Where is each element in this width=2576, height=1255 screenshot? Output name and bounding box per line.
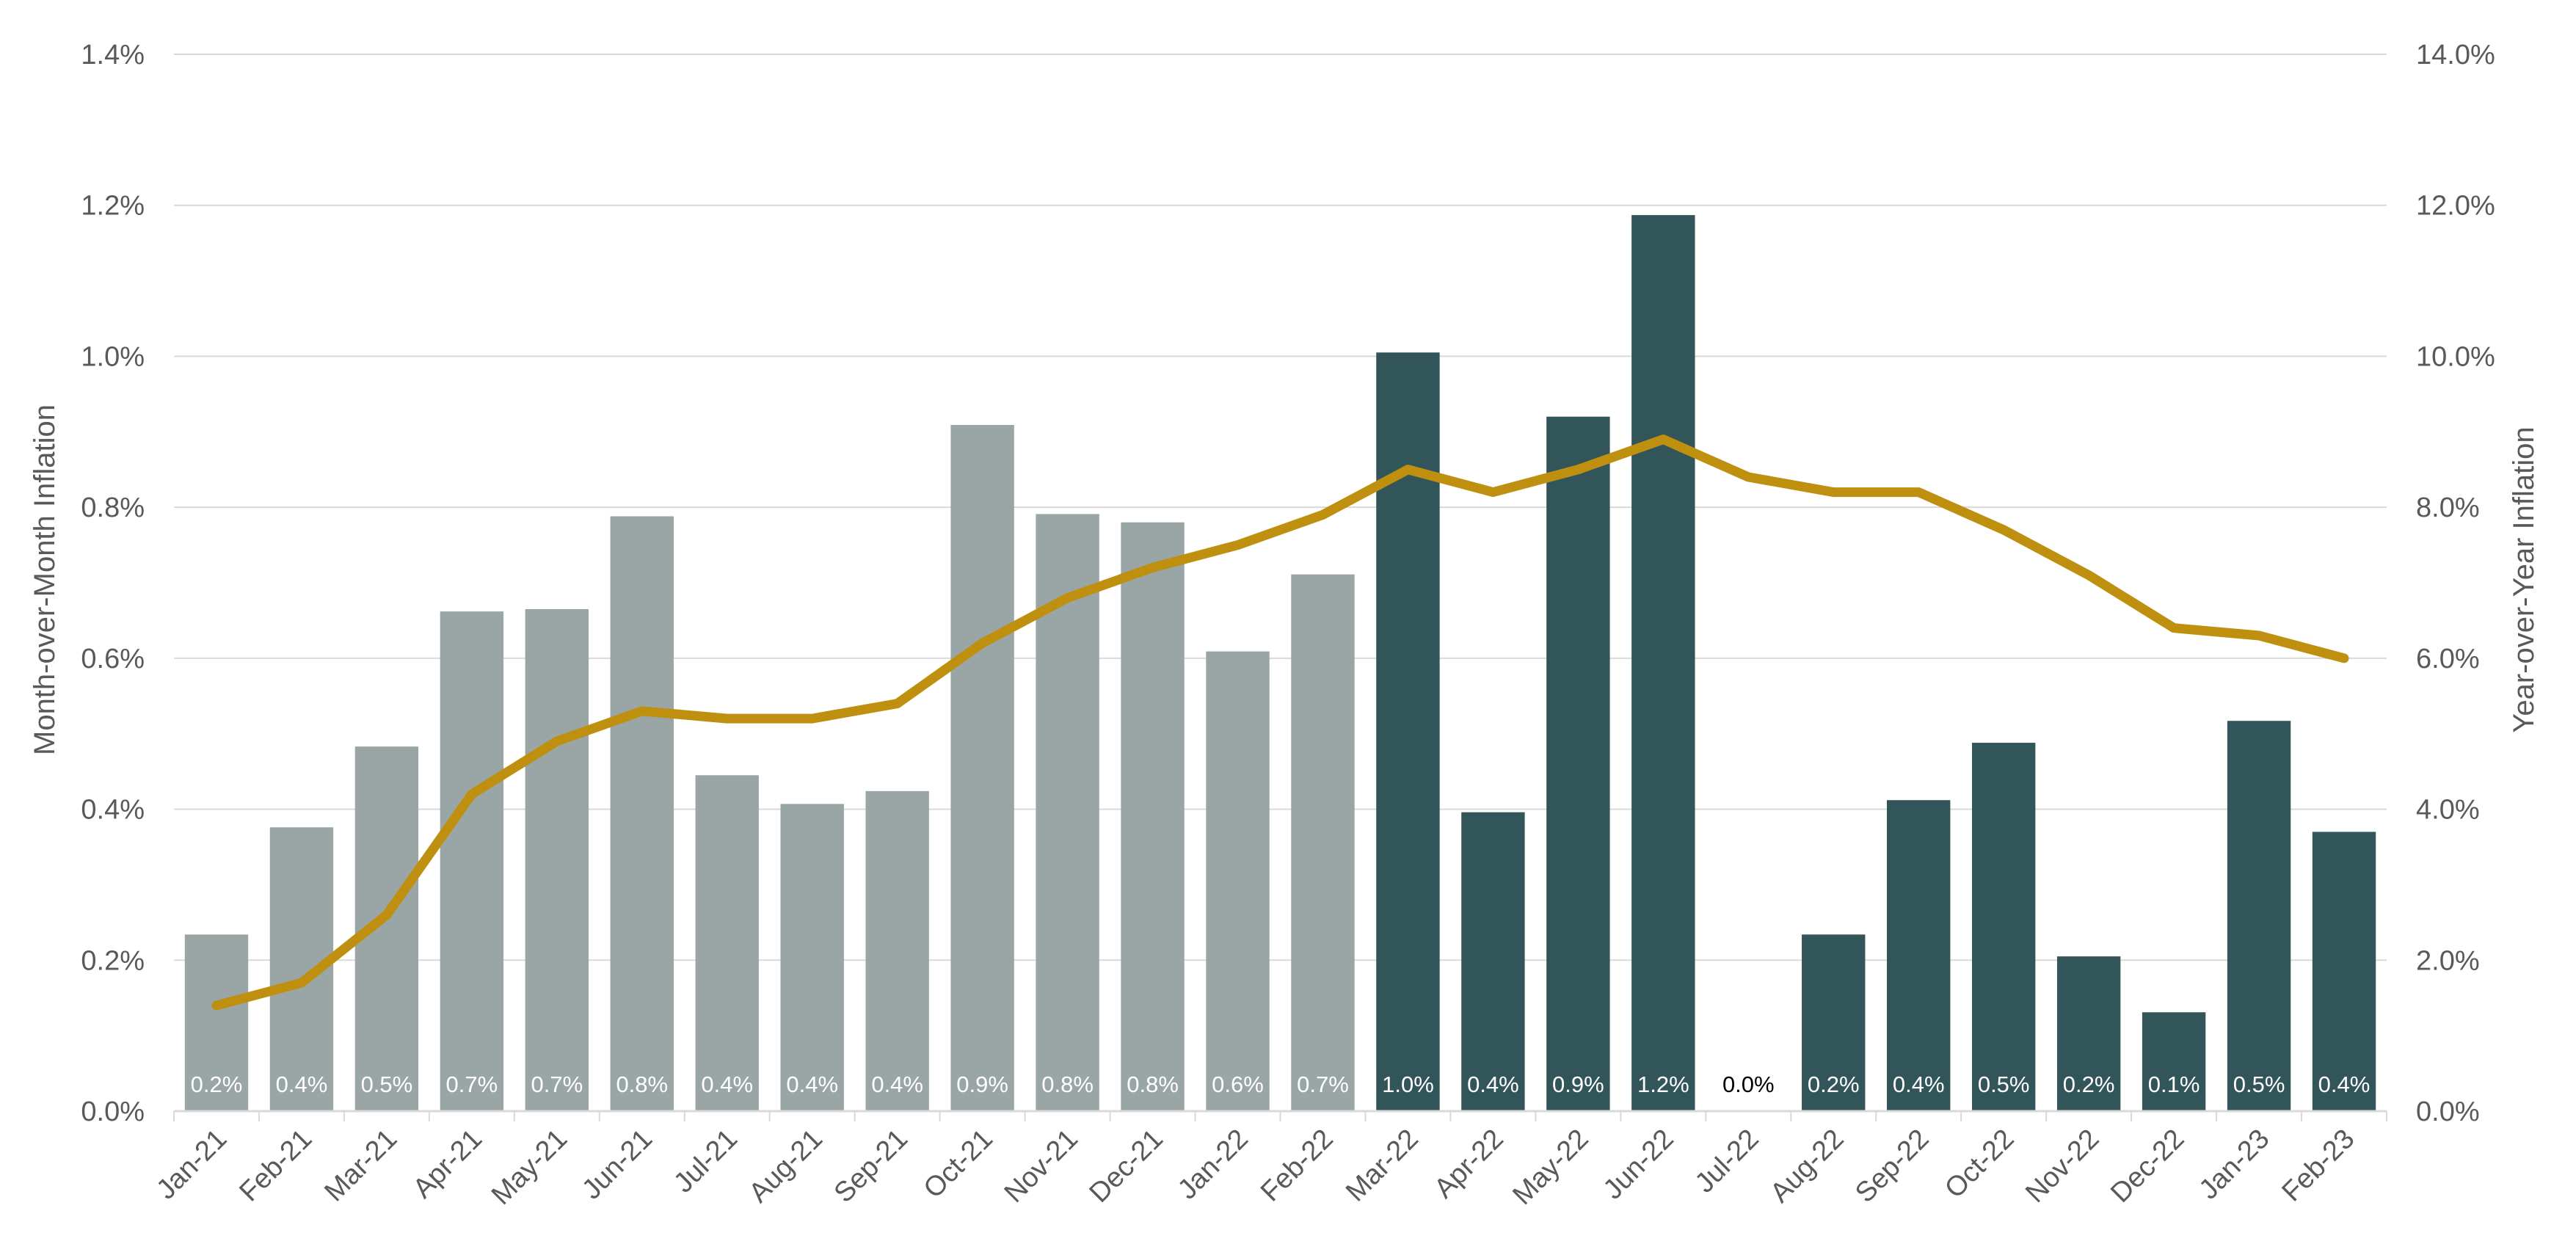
- bar: [2312, 832, 2376, 1111]
- bar-data-label: 0.7%: [446, 1072, 498, 1097]
- bar: [695, 775, 759, 1111]
- x-tick-label: Apr-22: [1428, 1124, 1509, 1204]
- bar: [2227, 721, 2291, 1111]
- x-tick-label: Jul-21: [668, 1124, 743, 1199]
- yoy-inflation-line: [211, 434, 2349, 1011]
- bar: [1291, 574, 1355, 1111]
- bar-series: [184, 215, 2376, 1112]
- bar-data-label: 1.0%: [1382, 1072, 1434, 1097]
- grid-lines: [174, 54, 2387, 961]
- bar-data-label: 0.4%: [786, 1072, 838, 1097]
- bar-data-label: 0.2%: [1808, 1072, 1860, 1097]
- x-tick-label: Dec-22: [2105, 1124, 2190, 1209]
- bar: [1206, 651, 1270, 1111]
- bar-data-label: 0.5%: [361, 1072, 413, 1097]
- y-tick-label-left: 0.2%: [81, 945, 145, 976]
- line-series: [211, 434, 2349, 1011]
- y-tick-label-right: 4.0%: [2416, 795, 2480, 826]
- bar-data-label: 0.5%: [2233, 1072, 2285, 1097]
- x-tick-label: Jan-22: [1172, 1124, 1254, 1206]
- bar: [2142, 1012, 2206, 1111]
- x-tick-label: Jun-22: [1598, 1124, 1680, 1206]
- bar-data-label: 0.5%: [1978, 1072, 2030, 1097]
- x-tick-label: Mar-21: [319, 1124, 403, 1208]
- x-tick-label: Mar-22: [1340, 1124, 1425, 1208]
- bar-data-label: 0.4%: [276, 1072, 328, 1097]
- bar-data-label: 0.9%: [956, 1072, 1008, 1097]
- x-tick-label: Jul-22: [1689, 1124, 1765, 1199]
- bar-data-label: 0.4%: [1893, 1072, 1945, 1097]
- bar-data-label: 0.8%: [616, 1072, 668, 1097]
- x-tick-label: May-22: [1507, 1124, 1594, 1211]
- y-axis-right-title: Year-over-Year Inflation: [2508, 426, 2540, 732]
- x-tick-label: Feb-23: [2277, 1124, 2361, 1208]
- bar: [1802, 934, 1866, 1111]
- bar: [610, 516, 674, 1111]
- bar-data-label: 0.7%: [1297, 1072, 1349, 1097]
- x-tick-label: May-21: [486, 1124, 573, 1211]
- y-tick-label-right: 0.0%: [2416, 1096, 2480, 1127]
- bar-data-label: 0.4%: [871, 1072, 923, 1097]
- x-tick-label: Nov-21: [999, 1124, 1084, 1209]
- bar: [950, 425, 1014, 1111]
- x-tick-label: Jun-21: [576, 1124, 658, 1206]
- x-tick-label: Feb-22: [1255, 1124, 1339, 1208]
- x-tick-label: Aug-21: [743, 1124, 829, 1209]
- x-tick-label: Jan-21: [150, 1124, 233, 1206]
- bar-data-label: 0.1%: [2148, 1072, 2200, 1097]
- bar-data-label: 0.7%: [531, 1072, 583, 1097]
- bar-data-label: 0.8%: [1041, 1072, 1094, 1097]
- x-tick-label: Jan-23: [2194, 1124, 2276, 1206]
- y-tick-label-left: 1.4%: [81, 40, 145, 70]
- y-tick-label-left: 0.0%: [81, 1096, 145, 1127]
- x-tick-label: Aug-22: [1764, 1124, 1849, 1209]
- x-tick-label: Sep-22: [1849, 1124, 1935, 1209]
- bar: [1631, 215, 1695, 1112]
- y-tick-label-right: 2.0%: [2416, 945, 2480, 976]
- bar: [1887, 800, 1951, 1111]
- x-tick-label: Dec-21: [1084, 1124, 1169, 1209]
- bar: [1036, 514, 1099, 1111]
- y-tick-label-right: 6.0%: [2416, 644, 2480, 674]
- bar-data-label: 0.4%: [1467, 1072, 1519, 1097]
- bar: [440, 611, 504, 1111]
- bar-data-label: 1.2%: [1637, 1072, 1689, 1097]
- x-tick-label: Nov-22: [2020, 1124, 2105, 1209]
- x-tick-label: Oct-22: [1939, 1124, 2020, 1204]
- y-tick-label-right: 12.0%: [2416, 191, 2495, 222]
- bar: [780, 804, 844, 1111]
- bar-data-label: 0.2%: [2063, 1072, 2115, 1097]
- bar: [865, 790, 929, 1111]
- bar: [1971, 743, 2036, 1111]
- bar: [184, 934, 249, 1111]
- bar-data-label: 0.6%: [1212, 1072, 1264, 1097]
- bar: [2056, 956, 2121, 1111]
- bar-data-label: 0.9%: [1552, 1072, 1604, 1097]
- y-tick-label-left: 1.0%: [81, 341, 145, 372]
- y-tick-label-right: 8.0%: [2416, 492, 2480, 523]
- bar-data-labels: 0.2% 0.4% 0.5% 0.7% 0.7% 0.8% 0.4% 0.4% 0.4% 0.9%…: [191, 1072, 2371, 1097]
- y-tick-label-left: 0.8%: [81, 492, 145, 523]
- x-tick-label: Apr-21: [407, 1124, 488, 1204]
- y-tick-label-right: 10.0%: [2416, 341, 2495, 372]
- bar: [1546, 416, 1610, 1111]
- y-tick-label-right: 14.0%: [2416, 40, 2495, 70]
- bar-data-label: 0.0%: [1722, 1072, 1775, 1097]
- x-tick-label: Feb-21: [233, 1124, 318, 1208]
- y-tick-label-left: 0.6%: [81, 644, 145, 674]
- bar-data-label: 0.2%: [191, 1072, 243, 1097]
- bar-data-label: 0.4%: [701, 1072, 753, 1097]
- y-tick-label-left: 1.2%: [81, 191, 145, 222]
- bar: [1461, 812, 1525, 1111]
- y-axis-left-title: Month-over-Month Inflation: [29, 404, 61, 755]
- y-tick-label-left: 0.4%: [81, 795, 145, 826]
- bar-data-label: 0.4%: [2318, 1072, 2371, 1097]
- x-tick-label: Oct-21: [918, 1124, 999, 1204]
- x-tick-label: Sep-21: [829, 1124, 914, 1209]
- bar-data-label: 0.8%: [1127, 1072, 1179, 1097]
- bar: [525, 609, 589, 1111]
- bar: [1121, 522, 1185, 1111]
